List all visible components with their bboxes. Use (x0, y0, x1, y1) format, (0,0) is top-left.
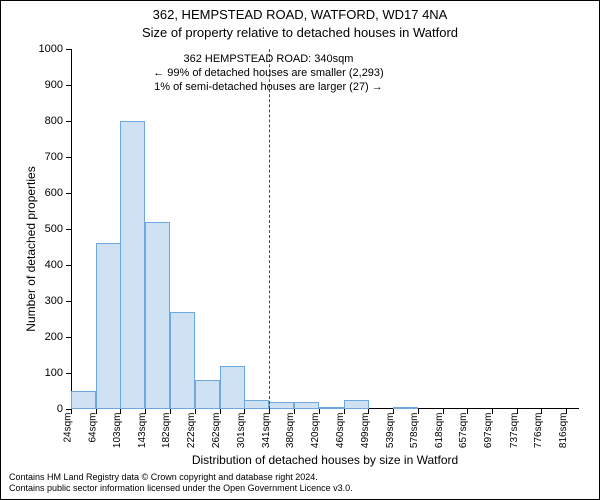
histogram-bar (344, 400, 369, 409)
histogram-bar (145, 222, 170, 409)
x-tick-label: 657sqm (459, 413, 470, 449)
marker-annotation: 362 HEMPSTEAD ROAD: 340sqm← 99% of detac… (153, 53, 384, 94)
marker-line (269, 49, 270, 409)
y-tick-mark (66, 193, 71, 194)
y-tick-mark (66, 85, 71, 86)
x-tick-label: 301sqm (236, 413, 247, 449)
y-tick-label: 700 (23, 151, 71, 163)
y-tick-mark (66, 265, 71, 266)
y-tick-label: 400 (23, 259, 71, 271)
histogram-bar (195, 380, 220, 409)
histogram-bar (294, 402, 319, 409)
plot-area: Number of detached properties Distributi… (71, 49, 579, 409)
chart-subtitle: Size of property relative to detached ho… (1, 25, 599, 40)
annotation-line: 1% of semi-detached houses are larger (2… (153, 81, 384, 95)
x-tick-label: 420sqm (310, 413, 321, 449)
footer-line-1: Contains HM Land Registry data © Crown c… (9, 472, 353, 484)
x-tick-label: 103sqm (112, 413, 123, 449)
chart-title-address: 362, HEMPSTEAD ROAD, WATFORD, WD17 4NA (1, 7, 599, 22)
footer: Contains HM Land Registry data © Crown c… (9, 472, 353, 495)
y-tick-label: 900 (23, 79, 71, 91)
y-axis-line (71, 49, 72, 409)
histogram-bar (120, 121, 145, 409)
y-tick-mark (66, 229, 71, 230)
annotation-line: 362 HEMPSTEAD ROAD: 340sqm (153, 53, 384, 67)
x-tick-label: 697sqm (484, 413, 495, 449)
histogram-bar (244, 400, 269, 409)
chart-container: 362, HEMPSTEAD ROAD, WATFORD, WD17 4NA S… (0, 0, 600, 500)
y-tick-mark (66, 373, 71, 374)
x-tick-label: 499sqm (360, 413, 371, 449)
x-tick-label: 262sqm (211, 413, 222, 449)
x-tick-label: 578sqm (409, 413, 420, 449)
x-tick-label: 24sqm (63, 413, 74, 443)
y-tick-mark (66, 49, 71, 50)
x-tick-label: 618sqm (434, 413, 445, 449)
y-tick-mark (66, 337, 71, 338)
x-tick-label: 64sqm (88, 413, 99, 443)
x-tick-label: 380sqm (285, 413, 296, 449)
x-tick-label: 182sqm (161, 413, 172, 449)
footer-line-2: Contains public sector information licen… (9, 483, 353, 495)
x-tick-label: 222sqm (186, 413, 197, 449)
y-tick-mark (66, 301, 71, 302)
y-tick-mark (66, 157, 71, 158)
histogram-bar (269, 402, 294, 409)
y-tick-label: 200 (23, 331, 71, 343)
annotation-line: ← 99% of detached houses are smaller (2,… (153, 67, 384, 81)
histogram-bar (393, 407, 418, 409)
histogram-bar (170, 312, 195, 409)
histogram-bar (71, 391, 96, 409)
y-tick-label: 300 (23, 295, 71, 307)
x-tick-label: 143sqm (137, 413, 148, 449)
y-tick-label: 800 (23, 115, 71, 127)
x-tick-label: 737sqm (509, 413, 520, 449)
histogram-bar (220, 366, 245, 409)
y-tick-label: 600 (23, 187, 71, 199)
x-tick-label: 539sqm (385, 413, 396, 449)
y-tick-label: 500 (23, 223, 71, 235)
y-tick-label: 1000 (23, 43, 71, 55)
histogram-bar (96, 243, 121, 409)
x-tick-label: 460sqm (335, 413, 346, 449)
histogram-bar (319, 407, 344, 409)
y-tick-label: 100 (23, 367, 71, 379)
x-tick-label: 341sqm (261, 413, 272, 449)
x-tick-label: 776sqm (533, 413, 544, 449)
x-tick-label: 816sqm (558, 413, 569, 449)
y-tick-mark (66, 121, 71, 122)
x-axis-label: Distribution of detached houses by size … (71, 453, 579, 467)
